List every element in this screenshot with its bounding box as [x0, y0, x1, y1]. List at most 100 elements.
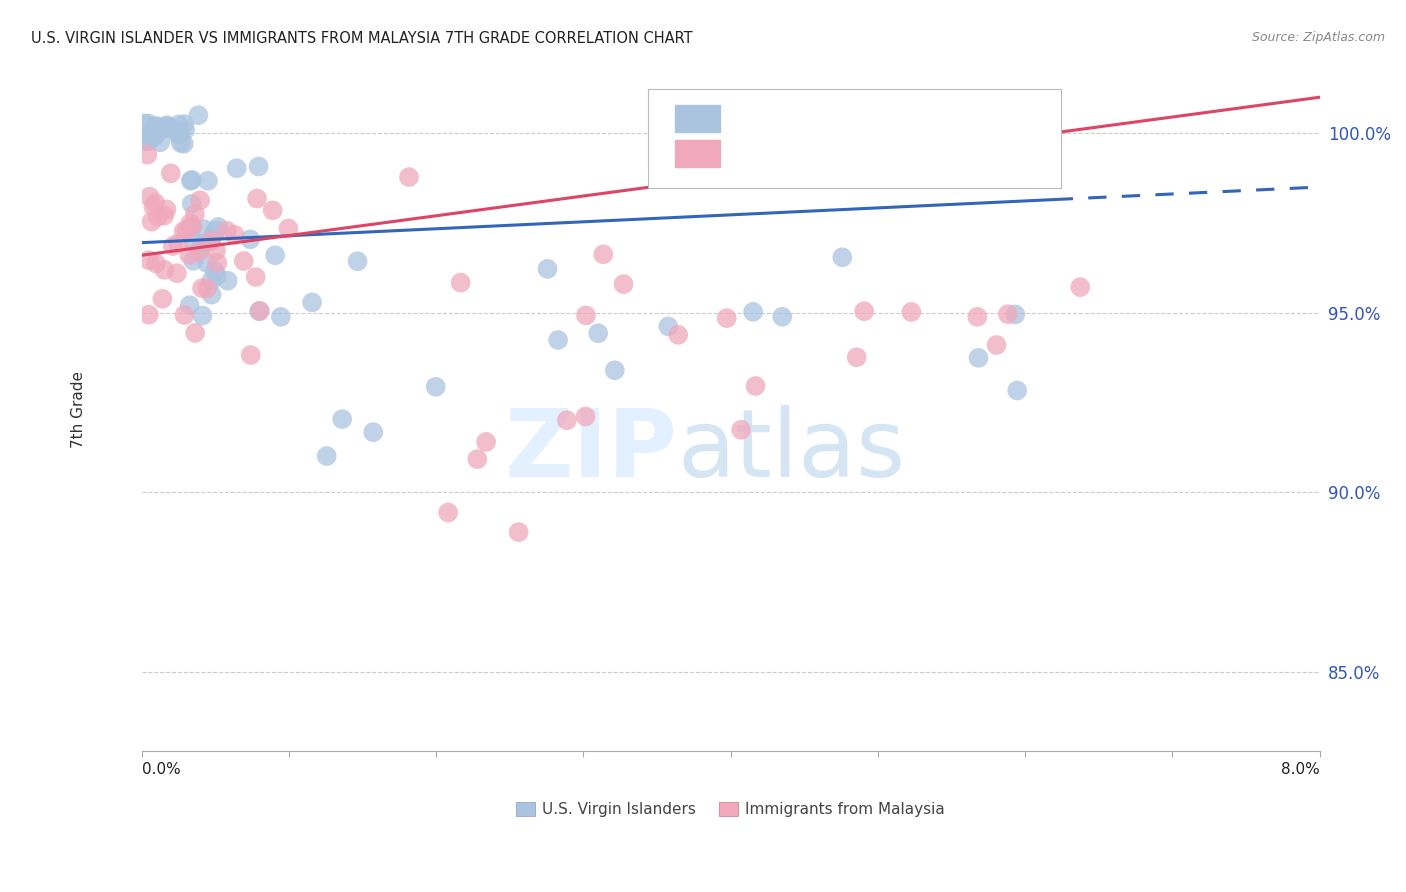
Point: [967, 351, 990, 365]
Point: [467, 452, 489, 467]
Point: [143, 195, 166, 210]
Point: [574, 409, 596, 424]
Point: [249, 303, 271, 318]
Point: [145, 120, 167, 134]
Point: [131, 131, 153, 145]
Point: [135, 128, 157, 142]
Point: [191, 281, 214, 295]
Text: N =: N =: [879, 146, 925, 161]
Point: [315, 449, 337, 463]
Point: [150, 292, 173, 306]
Point: [195, 281, 218, 295]
Point: [716, 311, 738, 326]
Text: R =: R =: [734, 111, 769, 126]
Point: [155, 202, 177, 217]
Point: [141, 131, 163, 145]
Text: R =: R =: [734, 146, 769, 161]
Point: [200, 287, 222, 301]
Point: [179, 298, 201, 312]
Point: [153, 209, 176, 223]
Text: Source: ZipAtlas.com: Source: ZipAtlas.com: [1251, 31, 1385, 45]
Point: [247, 304, 270, 318]
Text: U.S. VIRGIN ISLANDER VS IMMIGRANTS FROM MALAYSIA 7TH GRADE CORRELATION CHART: U.S. VIRGIN ISLANDER VS IMMIGRANTS FROM …: [31, 31, 693, 46]
Point: [156, 118, 179, 132]
Point: [190, 239, 212, 253]
Point: [142, 199, 165, 213]
Point: [141, 214, 163, 228]
Text: 8.0%: 8.0%: [1281, 762, 1320, 777]
Point: [245, 270, 267, 285]
Point: [179, 216, 201, 230]
Point: [181, 219, 204, 234]
Point: [181, 173, 204, 187]
Point: [188, 244, 211, 259]
Point: [169, 125, 191, 139]
Point: [167, 118, 190, 132]
Point: [232, 254, 254, 268]
Point: [205, 268, 228, 283]
Point: [167, 236, 190, 251]
Point: [207, 256, 229, 270]
Point: [191, 236, 214, 251]
Point: [853, 304, 876, 318]
Point: [425, 380, 447, 394]
Point: [138, 129, 160, 144]
Point: [215, 224, 238, 238]
Point: [586, 326, 609, 341]
Point: [138, 190, 160, 204]
Point: [770, 310, 793, 324]
Text: 74: 74: [965, 110, 990, 128]
Point: [742, 305, 765, 319]
Point: [138, 253, 160, 268]
Point: [202, 227, 225, 242]
Text: atlas: atlas: [678, 405, 905, 497]
Point: [346, 254, 368, 268]
Text: 0.0%: 0.0%: [142, 762, 180, 777]
Point: [437, 506, 460, 520]
Point: [138, 308, 160, 322]
Point: [159, 120, 181, 135]
FancyBboxPatch shape: [648, 89, 1060, 188]
Text: 63: 63: [965, 145, 990, 163]
Point: [174, 122, 197, 136]
Point: [845, 350, 868, 364]
Point: [247, 160, 270, 174]
Point: [207, 219, 229, 234]
Point: [184, 326, 207, 340]
Point: [547, 333, 569, 347]
Point: [330, 412, 353, 426]
Point: [239, 348, 262, 362]
Point: [205, 244, 228, 258]
Point: [180, 196, 202, 211]
Point: [1005, 384, 1028, 398]
Point: [188, 193, 211, 207]
Point: [166, 127, 188, 141]
Point: [986, 338, 1008, 352]
Point: [187, 108, 209, 122]
Point: [153, 262, 176, 277]
Point: [536, 261, 558, 276]
Point: [592, 247, 614, 261]
Point: [197, 174, 219, 188]
Point: [657, 319, 679, 334]
Point: [966, 310, 988, 324]
Point: [239, 232, 262, 246]
Text: N =: N =: [879, 111, 925, 126]
Point: [173, 308, 195, 322]
Point: [831, 250, 853, 264]
Point: [145, 256, 167, 270]
Point: [398, 170, 420, 185]
Point: [204, 263, 226, 277]
Point: [997, 307, 1019, 321]
Point: [180, 174, 202, 188]
Point: [169, 136, 191, 150]
Point: [361, 425, 384, 439]
Point: [191, 309, 214, 323]
Point: [450, 276, 472, 290]
Point: [143, 128, 166, 143]
Point: [666, 327, 689, 342]
Text: 0.273: 0.273: [797, 145, 852, 163]
Point: [990, 108, 1012, 122]
FancyBboxPatch shape: [675, 104, 720, 132]
Point: [183, 235, 205, 250]
